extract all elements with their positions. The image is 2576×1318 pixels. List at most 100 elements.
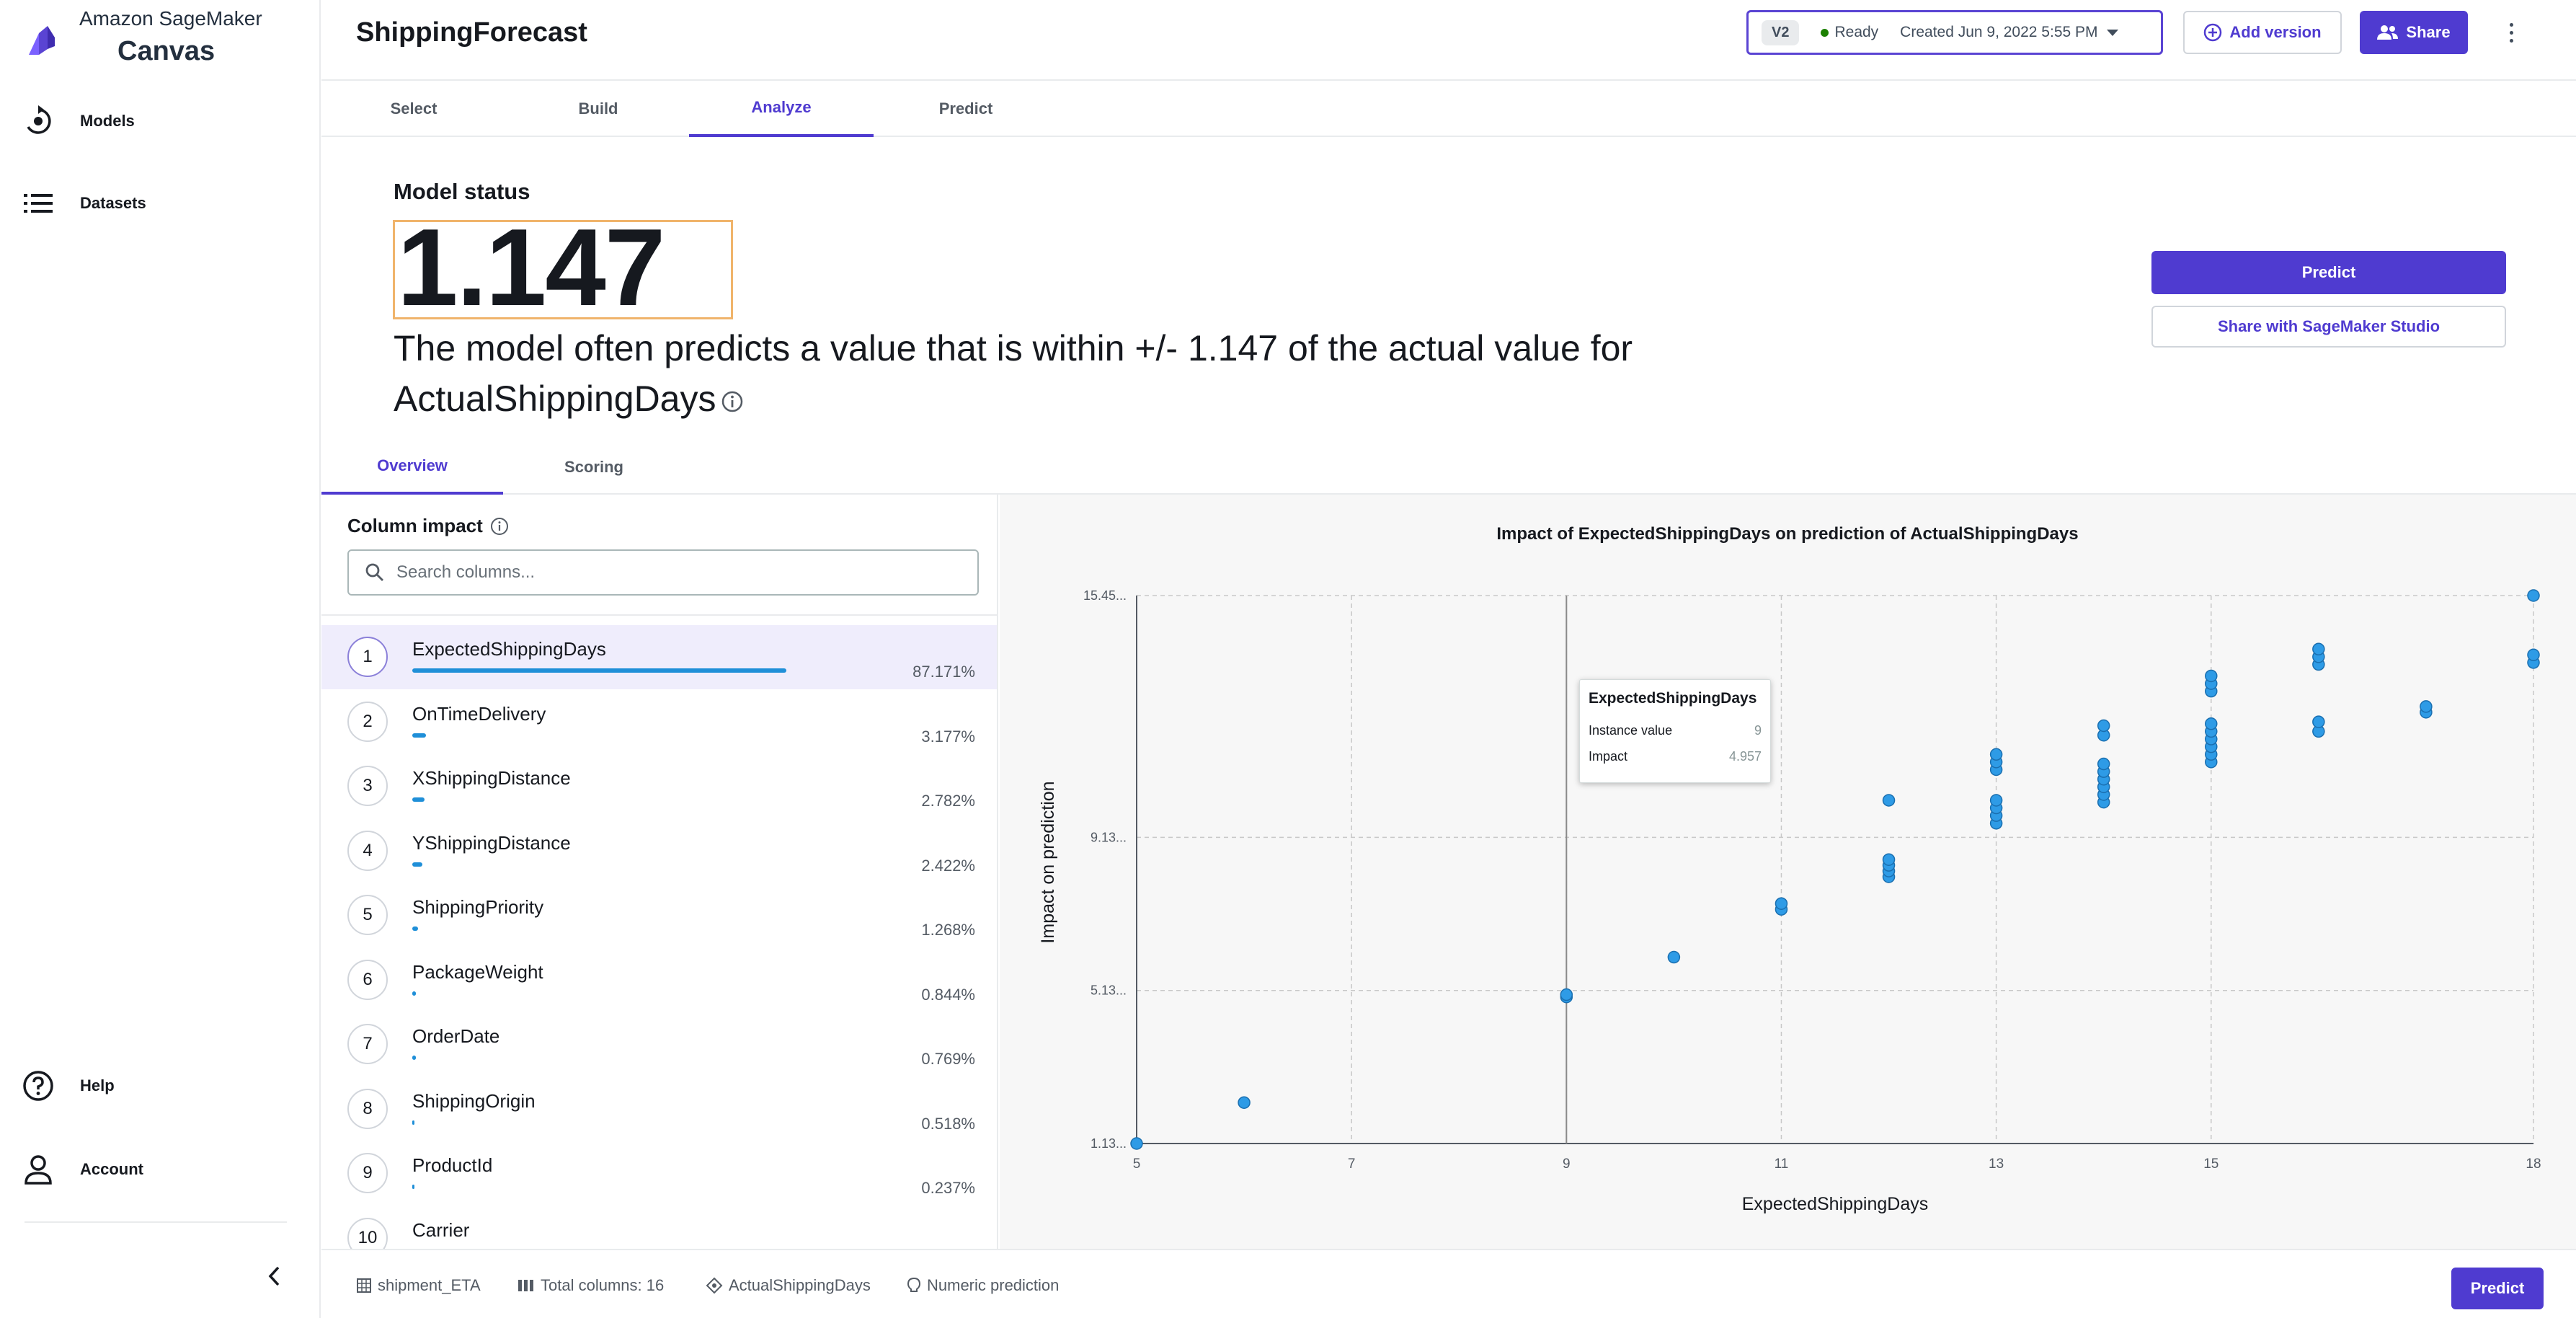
lightbulb-icon (907, 1277, 921, 1292)
rank-badge: 8 (347, 1088, 388, 1129)
add-version-button[interactable]: Add version (2183, 11, 2342, 54)
page-title: ShippingForecast (356, 17, 587, 48)
list-icon (22, 187, 55, 220)
rank-badge: 5 (347, 895, 388, 935)
column-impact-row[interactable]: 5 ShippingPriority 1.268% (321, 883, 997, 947)
column-name: ExpectedShippingDays (412, 638, 606, 660)
column-impact-row[interactable]: 9 ProductId 0.237% (321, 1141, 997, 1206)
column-name: YShippingDistance (412, 831, 571, 854)
data-point (2205, 669, 2218, 683)
rank-badge: 6 (347, 959, 388, 1000)
impact-bar (412, 1056, 416, 1060)
impact-percent: 87.171% (912, 663, 975, 681)
collapse-sidebar-button[interactable] (259, 1262, 288, 1291)
impact-percent: 0.237% (921, 1179, 975, 1197)
x-tick-label: 13 (1989, 1156, 2004, 1172)
tab-overview[interactable]: Overview (321, 440, 503, 495)
impact-percent: 0.518% (921, 1114, 975, 1133)
data-point (2527, 589, 2540, 602)
column-impact-row[interactable]: 8 ShippingOrigin 0.518% (321, 1077, 997, 1141)
y-tick-label: 9.13... (1091, 830, 1127, 844)
x-tick-label: 11 (1775, 1156, 1789, 1172)
data-point (2205, 717, 2218, 730)
tab-predict[interactable]: Predict (938, 99, 993, 118)
x-tick-label: 9 (1563, 1156, 1571, 1172)
column-name: OnTimeDelivery (412, 702, 546, 725)
data-point (2097, 719, 2110, 733)
column-name: ShippingOrigin (412, 1089, 536, 1112)
impact-bar (412, 668, 786, 673)
column-impact-row[interactable]: 10 Carrier (321, 1206, 997, 1249)
columns-icon (518, 1280, 533, 1291)
sidebar-item-label: Account (80, 1160, 143, 1178)
share-button[interactable]: Share (2360, 11, 2468, 54)
sidebar-item-datasets[interactable]: Datasets (22, 182, 303, 225)
column-impact-row[interactable]: 1 ExpectedShippingDays 87.171% (321, 625, 997, 689)
share-studio-button[interactable]: Share with SageMaker Studio (2151, 306, 2506, 348)
footer-columns: Total columns: 16 (518, 1276, 664, 1295)
info-icon[interactable] (490, 517, 509, 536)
data-point (1238, 1096, 1251, 1109)
sidebar-divider (25, 1221, 287, 1223)
info-icon[interactable] (721, 390, 744, 413)
search-input[interactable] (396, 562, 944, 583)
tab-build[interactable]: Build (578, 99, 618, 118)
column-name: Carrier (412, 1219, 470, 1241)
rank-badge: 3 (347, 766, 388, 806)
column-name: OrderDate (412, 1025, 500, 1047)
analysis-tabs: Overview Scoring (321, 440, 2576, 495)
data-point (1882, 853, 1896, 866)
help-icon (22, 1069, 55, 1102)
impact-bar (412, 926, 418, 931)
x-tick-label: 5 (1133, 1156, 1141, 1172)
caret-down-icon (2106, 29, 2118, 36)
column-impact-row[interactable]: 6 PackageWeight 0.844% (321, 948, 997, 1012)
sidebar-item-models[interactable]: Models (22, 99, 303, 143)
data-point (2097, 757, 2110, 771)
column-impact-row[interactable]: 4 YShippingDistance 2.422% (321, 819, 997, 883)
x-tick-label: 18 (2526, 1156, 2541, 1172)
plus-circle-icon (2204, 23, 2222, 42)
rank-badge: 4 (347, 830, 388, 871)
user-icon (22, 1153, 55, 1186)
model-status-label: Model status (394, 179, 530, 204)
tab-scoring[interactable]: Scoring (564, 458, 623, 476)
metric-value: 1.147 (397, 206, 665, 329)
data-point (1560, 988, 1573, 1001)
impact-percent: 1.268% (921, 921, 975, 939)
column-name: ProductId (412, 1154, 493, 1176)
footer-predict-button[interactable]: Predict (2451, 1268, 2544, 1309)
footer-bar: shipment_ETA Total columns: 16 ActualShi… (321, 1249, 2576, 1318)
footer-dataset: shipment_ETA (356, 1276, 481, 1295)
y-tick-label: 5.13... (1091, 983, 1127, 998)
data-point (2420, 700, 2433, 713)
column-impact-row[interactable]: 3 XShippingDistance 2.782% (321, 754, 997, 818)
footer-target: ActualShippingDays (706, 1276, 871, 1295)
tab-select[interactable]: Select (390, 99, 438, 118)
tooltip-impact-label: Impact (1589, 749, 1628, 764)
sidebar-item-account[interactable]: Account (22, 1148, 303, 1191)
impact-bar (412, 1120, 415, 1125)
column-impact-label: Column impact (347, 515, 483, 536)
tooltip-instance-label: Instance value (1589, 723, 1673, 738)
more-options-icon[interactable] (2497, 16, 2526, 49)
tab-analyze[interactable]: Analyze (689, 81, 874, 137)
predict-button[interactable]: Predict (2151, 251, 2506, 294)
impact-bar (412, 862, 423, 867)
x-axis-label: ExpectedShippingDays (1742, 1194, 1929, 1214)
impact-scatter-chart: Impact of ExpectedShippingDays on predic… (1038, 524, 2541, 1214)
metric-description-text: The model often predicts a value that is… (394, 328, 1633, 419)
data-point (2527, 648, 2540, 662)
column-impact-panel: Column impact 1 ExpectedShippingDays 87.17… (321, 495, 998, 1249)
rank-badge: 10 (347, 1217, 388, 1249)
footer-columns-label: Total columns: 16 (541, 1276, 665, 1294)
version-selector[interactable]: V2 Ready Created Jun 9, 2022 5:55 PM (1746, 10, 2163, 55)
add-version-label: Add version (2229, 23, 2322, 41)
column-impact-row[interactable]: 2 OnTimeDelivery 3.177% (321, 690, 997, 754)
data-point (1775, 897, 1788, 910)
column-impact-row[interactable]: 7 OrderDate 0.769% (321, 1012, 997, 1076)
version-badge: V2 (1762, 19, 1800, 45)
column-name: XShippingDistance (412, 767, 571, 789)
status-dot-icon (1821, 28, 1829, 37)
sidebar-item-help[interactable]: Help (22, 1064, 303, 1107)
